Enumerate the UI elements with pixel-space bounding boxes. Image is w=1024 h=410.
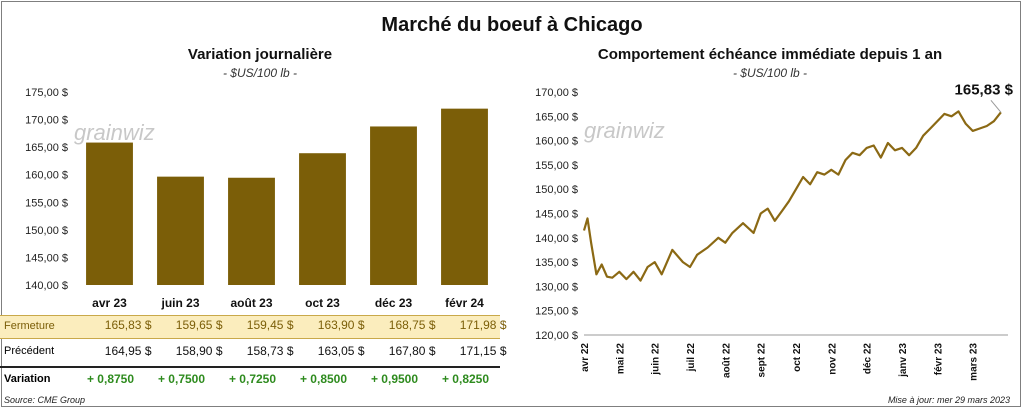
close-value: 159,45 $	[246, 318, 294, 332]
x-tick-label: mai 22	[615, 343, 626, 375]
y-tick-label: 170,00 $	[25, 115, 68, 127]
x-tick-label: juin 23	[160, 296, 199, 310]
close-value: 171,98 $	[459, 318, 507, 332]
bar	[86, 142, 133, 285]
y-tick-label: 155,00 $	[535, 160, 578, 172]
prev-row: Précédent	[0, 340, 500, 362]
close-row: Fermeture	[0, 315, 500, 339]
last-value-leader	[990, 99, 1002, 113]
x-tick-label: juin 22	[651, 343, 662, 376]
watermark-text: grainwiz	[74, 120, 155, 145]
x-tick-label: févr 23	[933, 343, 944, 376]
var-value: + 0,8500	[299, 372, 348, 386]
y-tick-label: 140,00 $	[25, 280, 68, 292]
close-value: 159,65 $	[175, 318, 223, 332]
left-chart-unit: - $US/100 lb -	[222, 66, 298, 80]
line-chart: grainwiz 120,00 $ 125,00 $ 130,00 $ 135,00 $…	[535, 81, 1014, 381]
x-tick-label: déc 22	[863, 343, 874, 375]
var-value: + 0,7500	[157, 372, 206, 386]
y-tick-label: 135,00 $	[535, 257, 578, 269]
y-tick-label: 150,00 $	[535, 184, 578, 196]
x-tick-label: août 23	[230, 296, 272, 310]
x-tick-label: oct 23	[305, 296, 340, 310]
x-tick-label: août 22	[721, 343, 732, 378]
left-chart-title: Variation journalière	[187, 46, 333, 63]
y-tick-label: 175,00 $	[25, 87, 68, 99]
last-value-label: 165,83 $	[955, 81, 1014, 98]
y-tick-label: 150,00 $	[25, 225, 68, 237]
prev-value: 163,05 $	[317, 344, 365, 358]
y-tick-label: 170,00 $	[535, 87, 578, 99]
watermark-logo: grainwiz	[74, 120, 155, 145]
var-row: Variation	[0, 369, 500, 391]
var-row-label: Variation	[4, 373, 51, 385]
prev-value: 158,73 $	[246, 344, 294, 358]
y-tick-label: 165,00 $	[25, 142, 68, 154]
y-tick-label: 140,00 $	[535, 233, 578, 245]
y-tick-label: 165,00 $	[535, 111, 578, 123]
close-row-label: Fermeture	[4, 320, 55, 332]
x-tick-label: janv 23	[898, 343, 909, 378]
x-tick-label: févr 24	[445, 296, 484, 310]
x-tick-label: mars 23	[969, 343, 980, 381]
y-tick-label: 120,00 $	[535, 330, 578, 342]
close-value: 165,83 $	[104, 318, 152, 332]
x-tick-label: nov 22	[827, 343, 838, 375]
y-tick-label: 155,00 $	[25, 197, 68, 209]
y-tick-label: 160,00 $	[535, 136, 578, 148]
bar	[157, 176, 204, 285]
x-tick-label: déc 23	[375, 296, 413, 310]
x-tick-label: avr 23	[92, 296, 127, 310]
var-value: + 0,8250	[441, 372, 490, 386]
prev-value: 167,80 $	[388, 344, 436, 358]
bar	[370, 126, 417, 285]
y-tick-label: 145,00 $	[25, 252, 68, 264]
x-tick-label: juil 22	[686, 343, 697, 373]
bar	[441, 108, 488, 286]
price-line	[582, 110, 1002, 282]
prev-value: 171,15 $	[459, 344, 507, 358]
var-value: + 0,9500	[370, 372, 419, 386]
prev-value: 158,90 $	[175, 344, 223, 358]
var-value: + 0,8750	[86, 372, 135, 386]
close-value: 168,75 $	[388, 318, 436, 332]
close-value: 163,90 $	[317, 318, 365, 332]
watermark-logo: grainwiz	[584, 118, 665, 143]
x-tick-label: sept 22	[757, 343, 768, 378]
var-value: + 0,7250	[228, 372, 277, 386]
page-title: Marché du boeuf à Chicago	[381, 14, 643, 36]
right-chart-unit: - $US/100 lb -	[732, 66, 808, 80]
table-divider	[0, 366, 500, 368]
bar	[228, 177, 275, 285]
prev-value: 164,95 $	[104, 344, 152, 358]
y-tick-label: 130,00 $	[535, 281, 578, 293]
x-tick-label: oct 22	[792, 343, 803, 372]
source-note: Source: CME Group	[4, 395, 86, 405]
y-tick-label: 145,00 $	[535, 209, 578, 221]
y-tick-label: 160,00 $	[25, 170, 68, 182]
right-chart-title: Comportement échéance immédiate depuis 1…	[597, 46, 943, 63]
prev-row-label: Précédent	[4, 345, 55, 357]
x-tick-label: avr 22	[580, 343, 591, 372]
y-tick-label: 125,00 $	[535, 306, 578, 318]
update-note: Mise à jour: mer 29 mars 2023	[887, 395, 1010, 405]
bar-chart: grainwiz 140,00 $ 145,00 $ 150,00 $ 155,00 $…	[25, 87, 488, 310]
bar	[299, 153, 346, 285]
watermark-text: grainwiz	[584, 118, 665, 143]
